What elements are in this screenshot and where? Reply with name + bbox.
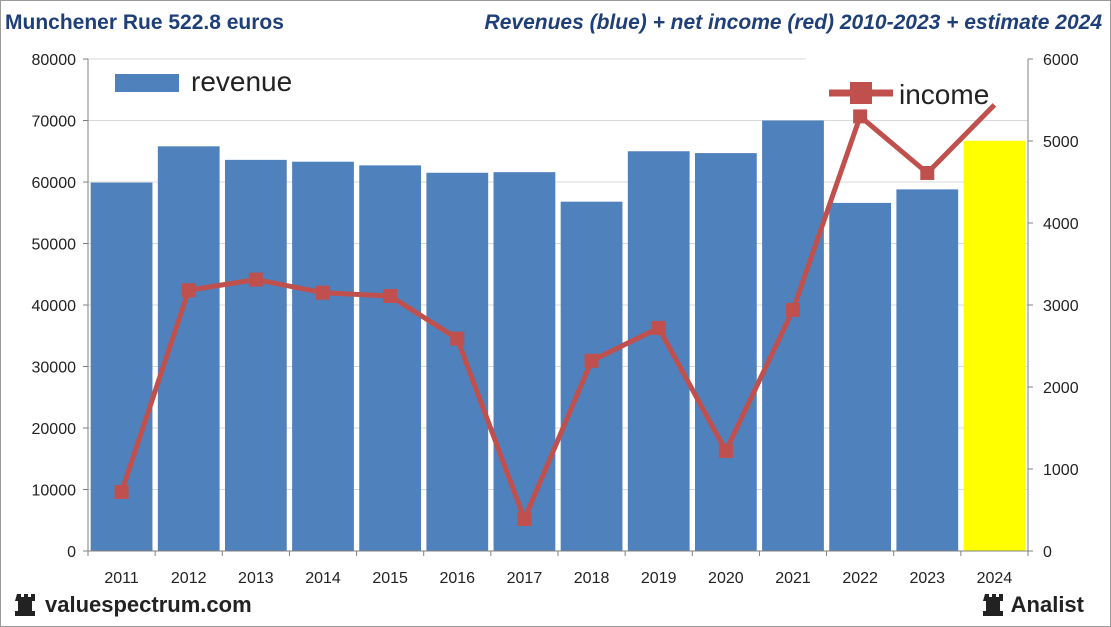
footer-site-label: valuespectrum.com	[45, 592, 252, 617]
revenue-bar	[627, 151, 690, 551]
revenue-bar	[560, 201, 623, 551]
income-marker	[584, 353, 599, 368]
income-marker	[920, 165, 935, 180]
y-right-tick-label: 0	[1043, 544, 1052, 561]
y-left-tick-label: 30000	[32, 360, 77, 377]
income-marker	[786, 302, 800, 317]
footer-brand-label: Analist	[1010, 592, 1084, 617]
y-right-tick-label: 2000	[1043, 380, 1079, 397]
x-tick-label: 2016	[439, 570, 475, 586]
rook-icon	[982, 594, 1003, 616]
income-marker	[853, 109, 868, 124]
x-tick-label: 2019	[641, 570, 677, 586]
income-marker	[316, 285, 330, 300]
revenue-bar	[762, 120, 824, 551]
revenue-bar-estimate	[963, 140, 1026, 552]
y-right-tick-label: 3000	[1043, 298, 1079, 315]
revenue-bar	[426, 172, 489, 551]
income-marker	[114, 484, 129, 499]
y-left-tick-label: 20000	[32, 421, 77, 438]
y-left-tick-label: 50000	[32, 237, 77, 254]
y-left-tick-label: 0	[67, 544, 76, 561]
footer-site[interactable]: valuespectrum.com	[15, 592, 252, 618]
income-marker	[248, 272, 263, 287]
income-marker	[718, 443, 733, 458]
revenue-bar	[694, 153, 757, 551]
x-tick-label: 2021	[775, 570, 811, 586]
x-tick-label: 2022	[842, 570, 878, 586]
footer-brand: Analist	[982, 592, 1084, 618]
income-marker	[383, 288, 398, 303]
chart-subtitle: Revenues (blue) + net income (red) 2010-…	[484, 11, 1102, 34]
revenue-bar	[493, 172, 556, 551]
income-marker	[181, 283, 196, 298]
legend-income-marker	[850, 82, 872, 104]
revenue-bar	[224, 159, 287, 552]
legend-revenue-swatch	[115, 74, 179, 92]
y-right-tick-label: 4000	[1043, 216, 1079, 233]
y-right-tick-label: 5000	[1043, 134, 1079, 151]
revenue-bar	[829, 202, 892, 551]
revenue-bar	[292, 161, 354, 551]
x-tick-label: 2024	[977, 570, 1013, 586]
income-line	[119, 103, 997, 522]
income-marker	[517, 512, 532, 527]
y-left-tick-label: 10000	[32, 483, 77, 500]
y-left-tick-label: 70000	[32, 114, 77, 131]
x-tick-label: 2020	[708, 570, 744, 586]
x-tick-label: 2013	[238, 570, 274, 586]
legend-income-label: income	[899, 79, 989, 110]
rook-icon	[15, 594, 35, 616]
x-tick-label: 2014	[305, 570, 341, 586]
y-right-tick-label: 6000	[1043, 52, 1079, 69]
legend-revenue-label: revenue	[191, 66, 292, 97]
chart-plot: 0100002000030000400005000060000700008000…	[32, 52, 1079, 586]
revenue-bar	[359, 165, 422, 551]
y-right-tick-label: 1000	[1043, 462, 1079, 479]
x-tick-label: 2023	[909, 570, 945, 586]
income-marker	[651, 320, 666, 335]
y-left-tick-label: 60000	[32, 175, 77, 192]
x-tick-label: 2011	[104, 570, 139, 586]
revenue-bar	[896, 189, 959, 551]
x-tick-label: 2012	[171, 570, 207, 586]
chart-title: Munchener Rue 522.8 euros	[5, 11, 284, 34]
income-marker	[450, 331, 465, 346]
y-left-tick-label: 80000	[32, 52, 77, 69]
y-left-tick-label: 40000	[32, 298, 77, 315]
x-tick-label: 2015	[372, 570, 408, 586]
x-tick-label: 2018	[574, 570, 610, 586]
x-tick-label: 2017	[507, 570, 543, 586]
